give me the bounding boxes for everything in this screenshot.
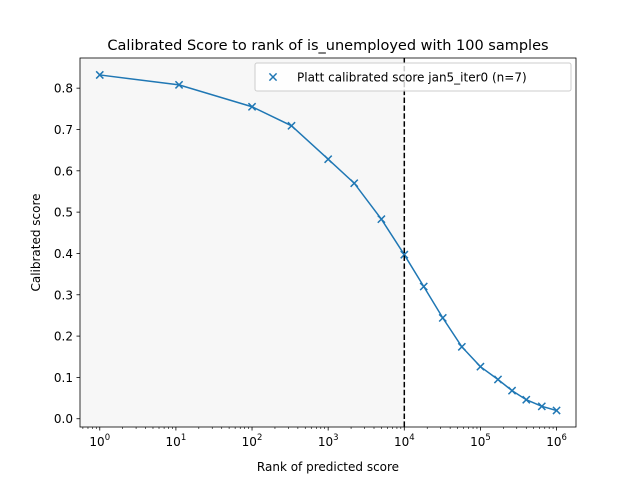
data-point xyxy=(95,70,104,80)
x-tick-label: 106 xyxy=(546,433,567,449)
x-tick-label: 105 xyxy=(470,433,491,449)
legend-box xyxy=(254,62,572,92)
legend-marker xyxy=(268,72,278,82)
x-tick-label-exponent: 0 xyxy=(105,433,110,443)
data-point xyxy=(287,121,296,130)
x-tick-label-exponent: 3 xyxy=(333,433,338,443)
data-point xyxy=(493,375,503,384)
data-point xyxy=(174,80,184,89)
series-layer xyxy=(95,70,561,415)
x-axis-label: Rank of predicted score xyxy=(257,460,399,474)
data-point xyxy=(552,406,561,415)
data-point xyxy=(400,250,409,259)
x-tick-label-exponent: 1 xyxy=(181,433,186,443)
data-point xyxy=(438,313,447,323)
data-point xyxy=(522,395,531,404)
x-tick-label: 101 xyxy=(166,433,187,449)
y-tick-label: 0.2 xyxy=(54,330,73,344)
data-point xyxy=(457,342,466,351)
x-tick-label: 100 xyxy=(89,433,110,449)
x-tick-label-base: 10 xyxy=(166,435,181,449)
shaded-region xyxy=(80,58,405,427)
x-tick-label-base: 10 xyxy=(470,435,485,449)
data-point xyxy=(377,215,386,224)
data-point xyxy=(247,102,257,111)
y-tick-label: 0.6 xyxy=(54,164,73,178)
x-tick-label-exponent: 6 xyxy=(561,433,566,443)
y-tick-label: 0.3 xyxy=(54,288,73,302)
y-tick-label: 0.8 xyxy=(54,82,73,96)
x-tick-label-base: 10 xyxy=(546,435,561,449)
x-tick-label-exponent: 5 xyxy=(485,433,490,443)
y-tick-label: 0.1 xyxy=(54,371,73,385)
x-tick-label: 102 xyxy=(242,433,263,449)
y-tick-label: 0.5 xyxy=(54,206,73,220)
x-tick-label-base: 10 xyxy=(318,435,333,449)
x-tick-label-base: 10 xyxy=(394,435,409,449)
x-tick-label-base: 10 xyxy=(242,435,257,449)
data-point xyxy=(537,402,546,411)
x-tick-label-exponent: 4 xyxy=(409,433,414,443)
x-axis: 100 101 102 103 104 105 106 xyxy=(82,427,567,449)
x-tick-label: 103 xyxy=(318,433,339,449)
data-point xyxy=(476,362,485,371)
data-point xyxy=(350,179,359,188)
legend: Platt calibrated score jan5_iter0 (n=7) xyxy=(254,62,572,92)
x-tick-label: 104 xyxy=(394,433,415,449)
x-tick-label-exponent: 2 xyxy=(257,433,262,443)
data-point xyxy=(324,155,333,164)
y-tick-label: 0.0 xyxy=(54,412,73,426)
data-point xyxy=(419,282,428,291)
y-tick-label: 0.7 xyxy=(54,123,73,137)
legend-entry: Platt calibrated score jan5_iter0 (n=7) xyxy=(297,71,527,85)
x-tick-label-base: 10 xyxy=(89,435,104,449)
chart-title: Calibrated Score to rank of is_unemploye… xyxy=(107,38,548,54)
y-axis-label: Calibrated score xyxy=(29,193,43,291)
y-axis: 0.0 0.1 0.2 0.3 0.4 0.5 0.6 0.7 0.8 xyxy=(54,82,80,426)
y-tick-label: 0.4 xyxy=(54,247,73,261)
data-point xyxy=(507,386,517,395)
